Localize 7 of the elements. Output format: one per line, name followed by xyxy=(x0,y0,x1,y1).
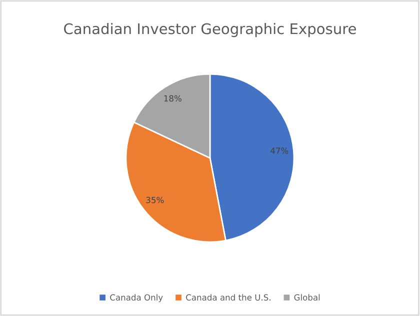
chart-title: Canadian Investor Geographic Exposure xyxy=(64,22,356,38)
data-label: 35% xyxy=(146,196,164,204)
data-label: 18% xyxy=(164,95,182,102)
legend-label: Canada Only xyxy=(110,294,163,302)
legend-label: Global xyxy=(294,294,320,301)
data-label: 47% xyxy=(270,148,288,154)
legend-label: Canada and the U.S. xyxy=(186,294,270,301)
